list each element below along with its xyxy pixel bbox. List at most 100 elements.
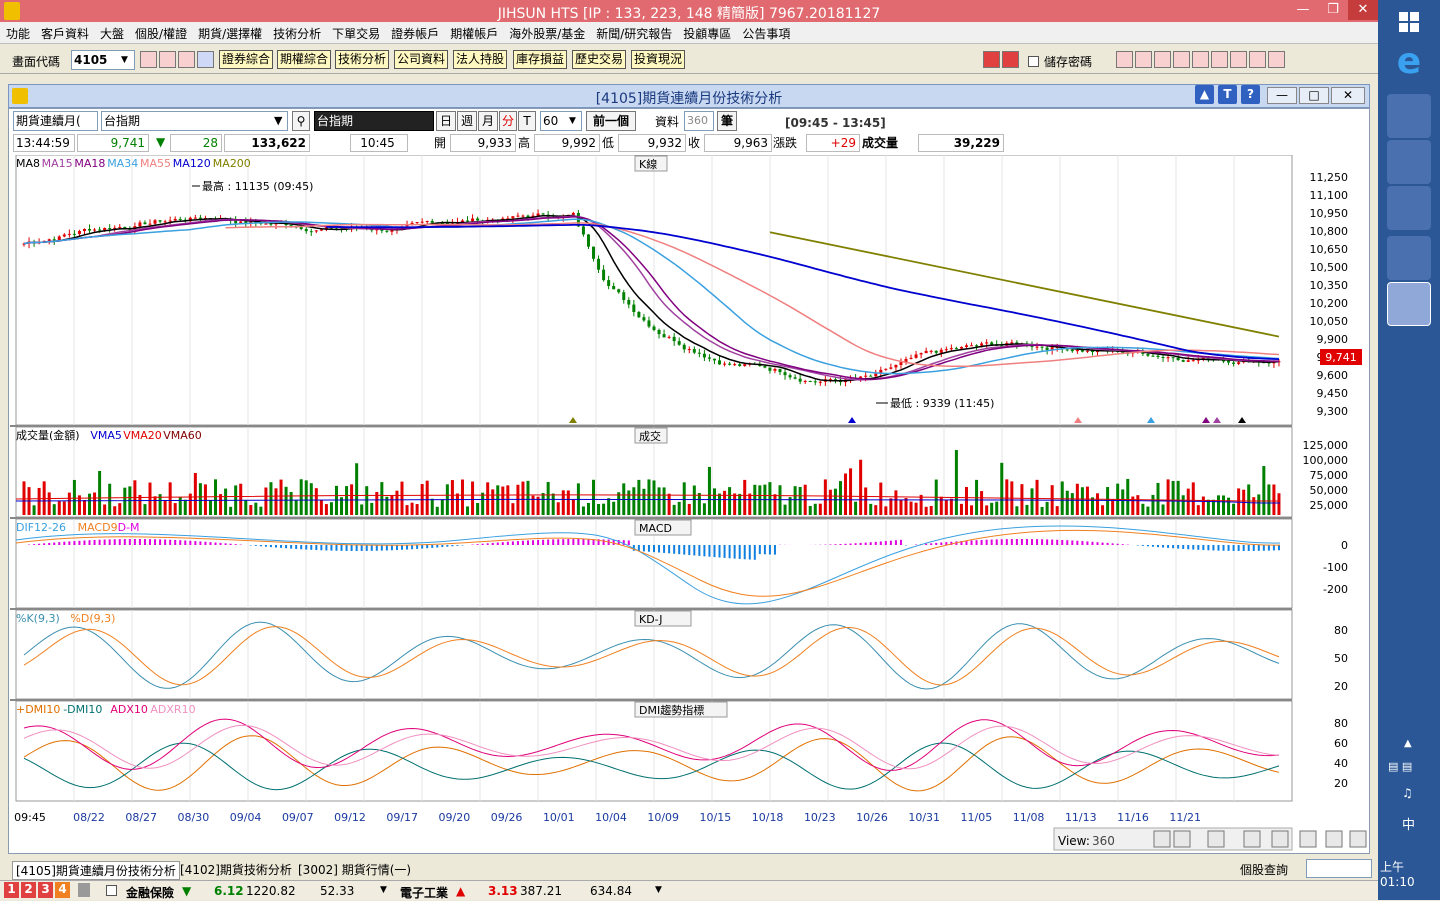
tool-icon[interactable] xyxy=(1154,51,1171,68)
notes-icon[interactable] xyxy=(1387,236,1431,280)
menu-item[interactable]: 大盤 xyxy=(94,22,129,42)
pan-icon[interactable] xyxy=(1174,831,1190,847)
internet-explorer-icon[interactable]: e xyxy=(1387,40,1431,84)
chevron-down-icon[interactable]: ▼ xyxy=(380,885,387,895)
btn-portfolio[interactable]: 投資現況 xyxy=(631,50,685,69)
menu-item[interactable]: 下單交易 xyxy=(326,22,385,42)
speaker-icon[interactable]: ♫ xyxy=(1402,786,1413,800)
quick-1[interactable]: 1 xyxy=(4,882,19,898)
prev-button[interactable]: 前一個 xyxy=(586,111,636,131)
volume-bar xyxy=(219,494,222,515)
draw-icon[interactable] xyxy=(1326,831,1342,847)
candle-body xyxy=(708,357,711,358)
menu-item[interactable]: 海外股票/基金 xyxy=(503,22,590,42)
tab-4102[interactable]: [4102]期貨技術分析 xyxy=(180,861,292,878)
file-explorer-icon[interactable] xyxy=(1387,94,1431,138)
x-tick-label: 11/13 xyxy=(1065,811,1097,824)
tool-icon[interactable] xyxy=(1211,51,1228,68)
search-icon[interactable]: ⚲ xyxy=(292,111,310,131)
menu-item[interactable]: 投顧專區 xyxy=(677,22,736,42)
print-icon[interactable] xyxy=(1268,51,1285,68)
btn-institution[interactable]: 法人持股 xyxy=(453,50,507,69)
ime-indicator[interactable]: 中 xyxy=(1402,814,1415,833)
tool-icon[interactable] xyxy=(1192,51,1209,68)
btn-company[interactable]: 公司資料 xyxy=(394,50,448,69)
menu-item[interactable]: 期貨/選擇權 xyxy=(192,22,267,42)
tray-icons[interactable]: ▤ ▤ xyxy=(1388,760,1430,776)
btn-history[interactable]: 歷史交易 xyxy=(572,50,626,69)
macd-bar xyxy=(1248,545,1250,551)
tray-arrow-icon[interactable]: ▲ xyxy=(1404,738,1412,749)
minimize-icon[interactable]: — xyxy=(1267,87,1297,104)
close-icon[interactable]: ✕ xyxy=(1348,0,1378,20)
tab-3002[interactable]: [3002] 期貨行情(一) xyxy=(298,861,411,878)
menu-item[interactable]: 功能 xyxy=(0,22,35,42)
quick-4[interactable]: 4 xyxy=(55,882,70,898)
jihsun-app-icon[interactable] xyxy=(1387,282,1431,326)
indicator-icon[interactable] xyxy=(1244,831,1260,847)
layout-icon[interactable] xyxy=(1300,831,1316,847)
stock-query-input[interactable] xyxy=(1306,859,1372,878)
menu-item[interactable]: 證券帳戶 xyxy=(385,22,444,42)
settings-icon[interactable] xyxy=(1350,831,1366,847)
btn-inventory[interactable]: 庫存損益 xyxy=(513,50,567,69)
arrow-up-icon[interactable]: ▲ xyxy=(1195,85,1214,104)
product-name-select[interactable]: 台指期 xyxy=(101,111,288,131)
tab-4105[interactable]: [4105]期貨連續月份技術分析 xyxy=(12,861,180,880)
print-icon[interactable] xyxy=(178,51,195,68)
tool-icon[interactable] xyxy=(1135,51,1152,68)
period-minute[interactable]: 分 xyxy=(499,111,517,131)
menu-item[interactable]: 技術分析 xyxy=(267,22,326,42)
tool-icon[interactable] xyxy=(1116,51,1133,68)
status-checkbox[interactable] xyxy=(106,885,117,896)
arrow-left-icon[interactable] xyxy=(983,51,1000,68)
zoom-icon[interactable] xyxy=(1154,831,1170,847)
period-month[interactable]: 月 xyxy=(478,111,498,131)
restore-icon[interactable]: ❐ xyxy=(1318,0,1348,20)
folder-icon[interactable] xyxy=(159,51,176,68)
chevron-down-icon[interactable]: ▼ xyxy=(569,116,576,126)
tool-icon[interactable] xyxy=(1249,51,1266,68)
tool-icon[interactable] xyxy=(1230,51,1247,68)
lock-icon[interactable] xyxy=(78,883,90,897)
btn-futures[interactable]: 期權綜合 xyxy=(277,50,331,69)
btn-technical[interactable]: 技術分析 xyxy=(335,50,389,69)
menu-item[interactable]: 客戶資料 xyxy=(35,22,94,42)
menu-item[interactable]: 公告事項 xyxy=(736,22,795,42)
menu-item[interactable]: 期權帳戶 xyxy=(444,22,503,42)
restore-icon[interactable]: □ xyxy=(1299,87,1329,104)
macd-bar xyxy=(411,545,413,549)
paint-icon[interactable] xyxy=(1387,140,1431,184)
minimize-icon[interactable]: — xyxy=(1288,0,1318,20)
data-count-input[interactable]: 360 xyxy=(684,111,714,131)
period-tick[interactable]: T xyxy=(518,111,536,131)
quick-3[interactable]: 3 xyxy=(38,882,53,898)
quick-2[interactable]: 2 xyxy=(21,882,36,898)
search-icon[interactable] xyxy=(140,51,157,68)
candle-body xyxy=(612,286,615,289)
arrow-right-icon[interactable] xyxy=(1002,51,1019,68)
macd-bar xyxy=(895,540,897,545)
refresh-icon[interactable] xyxy=(1208,831,1224,847)
chevron-down-icon[interactable]: ▼ xyxy=(121,55,128,65)
dropdown-icon[interactable] xyxy=(197,51,214,68)
period-day[interactable]: 日 xyxy=(436,111,456,131)
macd-bar xyxy=(285,545,287,548)
close-icon[interactable]: ✕ xyxy=(1331,87,1365,104)
chevron-down-icon[interactable]: ▼ xyxy=(274,114,282,127)
product-type-select[interactable]: 期貨連續月( xyxy=(13,111,98,131)
period-week[interactable]: 週 xyxy=(457,111,477,131)
help-icon[interactable]: ? xyxy=(1241,85,1260,104)
text-tool-icon[interactable]: T xyxy=(1218,85,1237,104)
view-value[interactable]: 360 xyxy=(1092,834,1115,848)
menu-item[interactable]: 個股/權證 xyxy=(129,22,192,42)
save-password-checkbox[interactable] xyxy=(1028,56,1039,67)
volume-bar xyxy=(738,494,741,515)
btn-securities[interactable]: 證券綜合 xyxy=(219,50,273,69)
tool-icon[interactable] xyxy=(1173,51,1190,68)
crown-icon[interactable] xyxy=(1387,186,1431,230)
chevron-down-icon[interactable]: ▼ xyxy=(655,885,662,895)
menu-item[interactable]: 新聞/研究報告 xyxy=(590,22,677,42)
window-icon[interactable] xyxy=(1272,831,1288,847)
